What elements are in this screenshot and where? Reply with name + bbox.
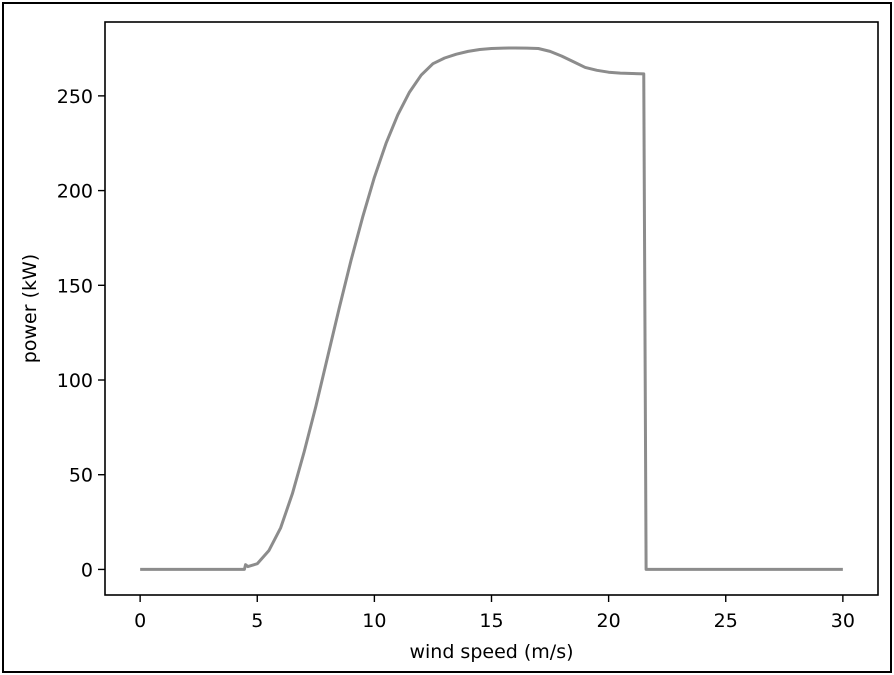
x-tick-label: 30	[831, 610, 855, 632]
x-tick-label: 5	[251, 610, 263, 632]
y-tick-label: 250	[57, 86, 93, 108]
x-tick-label: 15	[479, 610, 503, 632]
x-axis-label: wind speed (m/s)	[409, 641, 573, 663]
x-tick-label: 25	[714, 610, 738, 632]
y-tick-label: 150	[57, 275, 93, 297]
y-tick-label: 0	[81, 559, 93, 581]
y-tick-label: 50	[69, 465, 93, 487]
series-line-0	[140, 46, 843, 571]
plot-border	[104, 21, 879, 596]
x-tick-label: 20	[597, 610, 621, 632]
y-axis-ticks: 0 50 100 150 200 250	[57, 86, 105, 581]
y-tick-label: 200	[57, 181, 93, 203]
x-axis-ticks: 0 5 10 15 20 25 30	[134, 595, 855, 632]
plot-area	[104, 21, 879, 596]
y-axis-label: power (kW)	[19, 254, 41, 363]
y-tick-label: 100	[57, 370, 93, 392]
x-tick-label: 10	[362, 610, 386, 632]
x-tick-label: 0	[134, 610, 146, 632]
